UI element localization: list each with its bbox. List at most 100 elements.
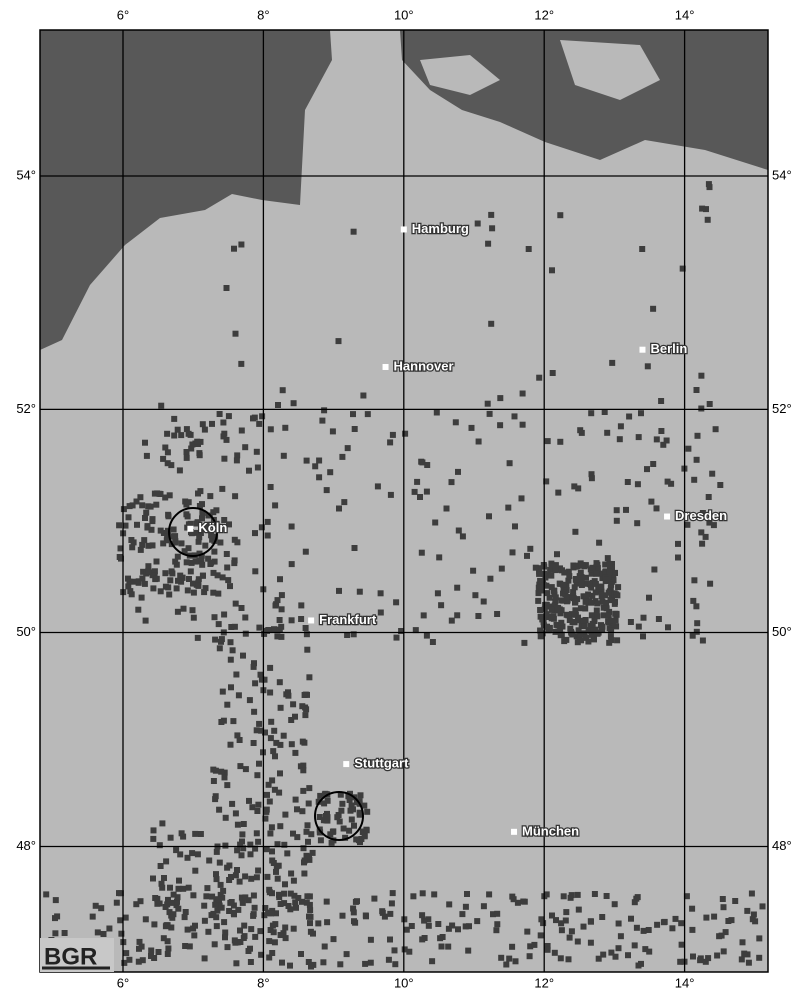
event-dot: [549, 267, 555, 273]
event-dot: [580, 618, 586, 624]
event-dot: [690, 954, 696, 960]
event-dot: [293, 797, 299, 803]
event-dot: [393, 599, 399, 605]
event-dot: [289, 741, 295, 747]
event-dot: [449, 618, 455, 624]
event-dot: [645, 363, 651, 369]
event-dot: [150, 876, 156, 882]
event-dot: [613, 954, 619, 960]
event-dot: [641, 615, 647, 621]
event-dot: [226, 877, 232, 883]
event-dot: [158, 588, 164, 594]
lon-tick-label: 6°: [117, 7, 129, 22]
event-dot: [595, 631, 601, 637]
event-dot: [720, 896, 726, 902]
event-dot: [293, 905, 299, 911]
city-marker: [308, 617, 314, 623]
event-dot: [700, 638, 706, 644]
event-dot: [573, 564, 579, 570]
event-dot: [658, 428, 664, 434]
event-dot: [463, 904, 469, 910]
event-dot: [608, 582, 614, 588]
event-dot: [606, 640, 612, 646]
event-dot: [360, 393, 366, 399]
event-dot: [531, 942, 537, 948]
event-dot: [527, 546, 533, 552]
event-dot: [165, 946, 171, 952]
event-dot: [593, 581, 599, 587]
event-dot: [344, 951, 350, 957]
event-dot: [179, 830, 185, 836]
event-dot: [566, 956, 572, 962]
event-dot: [577, 427, 583, 433]
event-dot: [324, 899, 330, 905]
event-dot: [270, 748, 276, 754]
event-dot: [254, 808, 260, 814]
event-dot: [302, 858, 308, 864]
event-dot: [300, 788, 306, 794]
event-dot: [217, 411, 223, 417]
event-dot: [349, 817, 355, 823]
event-dot: [267, 665, 273, 671]
event-dot: [221, 612, 227, 618]
event-dot: [143, 510, 149, 516]
event-dot: [364, 809, 370, 815]
event-dot: [121, 506, 127, 512]
event-dot: [265, 519, 271, 525]
event-dot: [185, 587, 191, 593]
event-dot: [557, 212, 563, 218]
event-dot: [185, 855, 191, 861]
event-dot: [714, 953, 720, 959]
event-dot: [698, 955, 704, 961]
event-dot: [444, 506, 450, 512]
event-dot: [165, 897, 171, 903]
event-dot: [600, 624, 606, 630]
event-dot: [225, 577, 231, 583]
event-dot: [95, 929, 101, 935]
event-dot: [213, 507, 219, 513]
event-dot: [137, 494, 143, 500]
event-dot: [163, 584, 169, 590]
event-dot: [235, 822, 241, 828]
event-dot: [732, 898, 738, 904]
event-dot: [614, 611, 620, 617]
event-dot: [252, 530, 258, 536]
event-dot: [178, 432, 184, 438]
event-dot: [121, 960, 127, 966]
event-dot: [594, 600, 600, 606]
event-dot: [336, 588, 342, 594]
event-dot: [292, 714, 298, 720]
event-dot: [375, 483, 381, 489]
event-dot: [481, 599, 487, 605]
event-dot: [308, 964, 314, 970]
event-dot: [751, 912, 757, 918]
event-dot: [634, 925, 640, 931]
city-marker: [639, 347, 645, 353]
event-dot: [644, 466, 650, 472]
event-dot: [275, 402, 281, 408]
event-dot: [246, 897, 252, 903]
event-dot: [469, 425, 475, 431]
event-dot: [350, 806, 356, 812]
event-dot: [554, 551, 560, 557]
event-dot: [52, 930, 58, 936]
city-marker: [664, 514, 670, 520]
event-dot: [148, 504, 154, 510]
event-dot: [378, 590, 384, 596]
event-dot: [125, 576, 131, 582]
event-dot: [267, 690, 273, 696]
event-dot: [636, 434, 642, 440]
event-dot: [651, 567, 657, 573]
event-dot: [232, 557, 238, 563]
event-dot: [205, 556, 211, 562]
event-dot: [650, 306, 656, 312]
event-dot: [699, 206, 705, 212]
event-dot: [162, 570, 168, 576]
event-dot: [409, 923, 415, 929]
event-dot: [304, 893, 310, 899]
event-dot: [143, 618, 149, 624]
event-dot: [306, 674, 312, 680]
event-dot: [572, 584, 578, 590]
event-dot: [224, 702, 230, 708]
event-dot: [308, 914, 314, 920]
